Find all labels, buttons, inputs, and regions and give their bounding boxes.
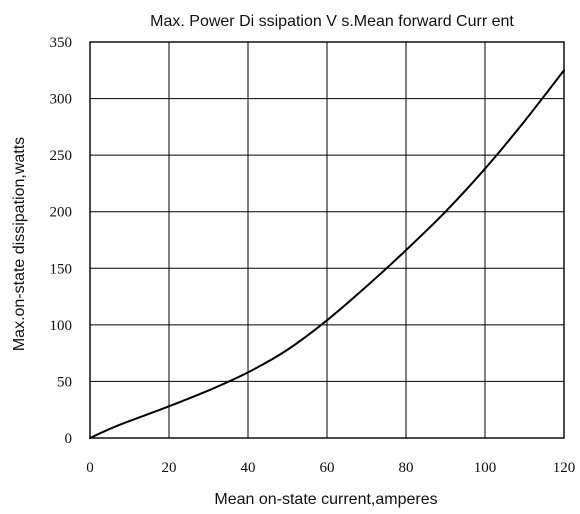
y-tick-label: 300 <box>50 92 73 108</box>
y-tick-label: 50 <box>57 374 72 390</box>
x-tick-label: 60 <box>320 460 335 476</box>
plot-frame <box>89 41 565 439</box>
x-axis-label: Mean on-state current,amperes <box>214 491 437 508</box>
x-tick-label: 0 <box>86 460 94 476</box>
series-line <box>89 69 565 439</box>
x-tick-label: 20 <box>162 460 177 476</box>
y-tick-label: 0 <box>65 431 73 447</box>
y-tick-label: 350 <box>50 35 73 51</box>
y-axis-label: Max.on-state dissipation,watts <box>11 137 28 351</box>
x-tick-label: 100 <box>474 460 497 476</box>
y-tick-label: 100 <box>50 318 73 334</box>
y-tick-label: 150 <box>50 261 73 277</box>
grid <box>90 42 564 438</box>
x-tick-label: 40 <box>241 460 256 476</box>
x-tick-label: 120 <box>553 460 576 476</box>
y-tick-label: 200 <box>50 205 73 221</box>
x-tick-label: 80 <box>399 460 414 476</box>
x-axis: 0 20 40 60 80 100 120 <box>86 460 575 476</box>
y-axis: 0 50 100 150 200 250 300 350 <box>50 35 73 447</box>
chart-title: Max. Power Di ssipation V s.Mean forward… <box>150 13 514 30</box>
y-tick-label: 250 <box>50 148 73 164</box>
